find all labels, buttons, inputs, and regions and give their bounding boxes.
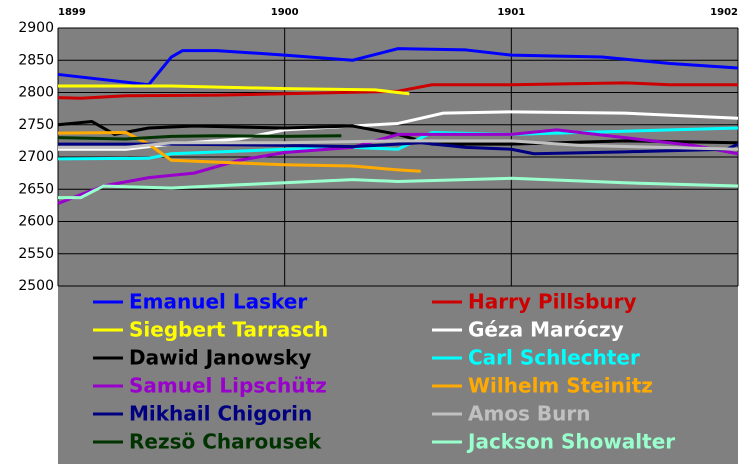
y-tick-label: 2550 [18,246,54,262]
y-tick-label: 2900 [18,20,54,36]
legend-label: Siegbert Tarrasch [129,318,328,342]
y-tick-label: 2600 [18,214,54,230]
series-line [58,176,739,200]
y-tick-label: 2500 [18,278,54,294]
legend-label: Carl Schlechter [468,346,640,370]
legend-label: Jackson Showalter [466,430,675,454]
legend-label: Géza Maróczy [468,318,624,342]
legend-label: Rezsö Charousek [129,430,322,454]
legend-label: Harry Pillsbury [468,290,637,314]
y-tick-label: 2800 [18,85,54,101]
series-line [57,130,421,173]
legend-label: Dawid Janowsky [129,346,311,370]
legend-label: Samuel Lipschütz [129,374,327,398]
x-tick-label: 1902 [710,7,738,18]
y-tick-label: 2750 [18,117,54,133]
y-tick-label: 2650 [18,181,54,197]
y-tick-label: 2850 [18,52,54,68]
series-line [57,47,739,87]
x-tick-label: 1900 [271,7,299,18]
x-tick-label: 1901 [497,7,525,18]
series-line [57,134,342,141]
series-line [58,84,410,96]
legend-label: Emanuel Lasker [129,290,307,314]
plot-background [58,28,738,464]
legend-label: Amos Burn [468,402,591,426]
x-tick-label: 1899 [58,7,86,18]
legend-label: Mikhail Chigorin [129,402,312,426]
series-line [58,139,739,151]
series-line [57,126,739,161]
legend-label: Wilhelm Steinitz [468,374,653,398]
series-line [58,141,739,156]
y-tick-label: 2700 [18,149,54,165]
